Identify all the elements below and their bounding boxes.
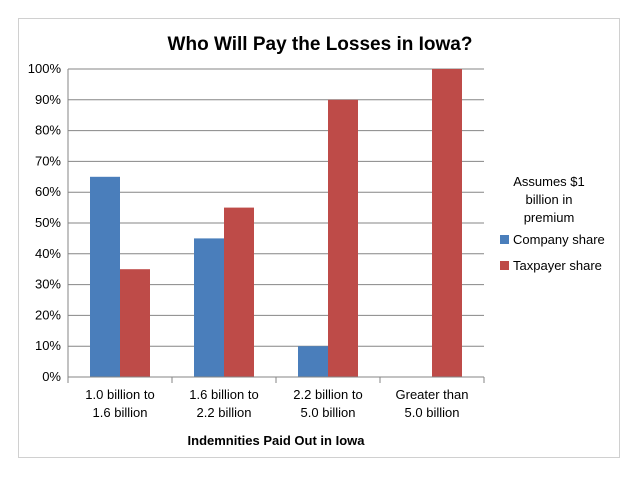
y-tick-label: 40% bbox=[35, 246, 61, 261]
legend-label: Company share bbox=[513, 232, 605, 247]
x-tick-label: Greater than 5.0 billion bbox=[396, 387, 469, 420]
y-axis-ticks: 0% 10% 20% 30% 40% 50% 60% 70% 80% 90% 100% bbox=[28, 61, 62, 384]
y-tick-label: 100% bbox=[28, 61, 62, 76]
x-tick-label: 2.2 billion to 5.0 billion bbox=[293, 387, 362, 420]
x-tick-label: 1.6 billion to 2.2 billion bbox=[189, 387, 258, 420]
y-tick-label: 90% bbox=[35, 92, 61, 107]
legend-swatch bbox=[500, 235, 509, 244]
x-tick-label: 1.0 billion to 1.6 billion bbox=[85, 387, 154, 420]
y-tick-label: 30% bbox=[35, 277, 61, 292]
y-tick-label: 70% bbox=[35, 153, 61, 168]
legend-label: Taxpayer share bbox=[513, 258, 602, 273]
y-tick-label: 10% bbox=[35, 338, 61, 353]
y-tick-label: 80% bbox=[35, 123, 61, 138]
y-tick-label: 60% bbox=[35, 184, 61, 199]
bar-taxpayer-share bbox=[120, 269, 150, 377]
bar-company-share bbox=[90, 176, 120, 377]
y-tick-label: 20% bbox=[35, 307, 61, 322]
y-tick-label: 50% bbox=[35, 215, 61, 230]
bars bbox=[90, 69, 462, 378]
legend-title: Assumes $1 billion in premium bbox=[513, 174, 585, 225]
legend: Assumes $1 billion in premium Company share… bbox=[500, 174, 605, 273]
x-axis-label: Indemnities Paid Out in Iowa bbox=[188, 433, 366, 448]
bar-company-share bbox=[194, 238, 224, 377]
legend-swatch bbox=[500, 261, 509, 270]
bar-taxpayer-share bbox=[224, 207, 254, 377]
chart-title: Who Will Pay the Losses in Iowa? bbox=[168, 34, 473, 55]
bar-company-share bbox=[298, 346, 328, 377]
y-tick-label: 0% bbox=[42, 369, 61, 384]
bar-taxpayer-share bbox=[328, 99, 358, 378]
x-axis-categories: 1.0 billion to 1.6 billion 1.6 billion to 2… bbox=[67, 377, 485, 420]
bar-taxpayer-share bbox=[432, 69, 462, 377]
